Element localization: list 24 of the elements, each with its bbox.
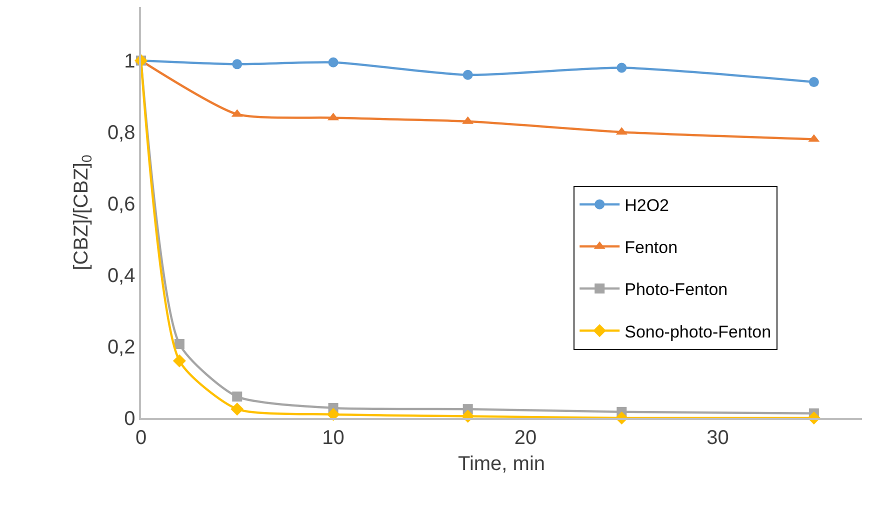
point [232, 392, 242, 402]
legend-label: Photo-Fenton [624, 280, 728, 300]
point [232, 59, 242, 70]
point [808, 77, 819, 88]
y-tick-label: 0 [124, 408, 136, 430]
y-tick-label: 0,8 [107, 122, 136, 144]
x-tick-label: 30 [706, 426, 729, 449]
y-tick-label: 0,2 [107, 336, 136, 359]
legend-label: Sono-photo-Fenton [624, 322, 772, 342]
x-tick-label: 20 [514, 426, 537, 449]
point [616, 62, 627, 73]
point [172, 354, 186, 368]
point [174, 339, 184, 350]
y-tick-label: 0,6 [107, 194, 136, 216]
y-tick-label: 0,4 [107, 265, 136, 288]
legend-label: H2O2 [624, 196, 670, 215]
point [230, 402, 244, 416]
x-tick-label: 10 [322, 426, 344, 449]
point [328, 57, 338, 68]
point [326, 408, 340, 421]
legend-label: Fenton [624, 238, 678, 258]
point [462, 70, 473, 80]
y-tick-label: 1 [124, 50, 136, 73]
x-axis-title: Time, min [458, 452, 546, 475]
